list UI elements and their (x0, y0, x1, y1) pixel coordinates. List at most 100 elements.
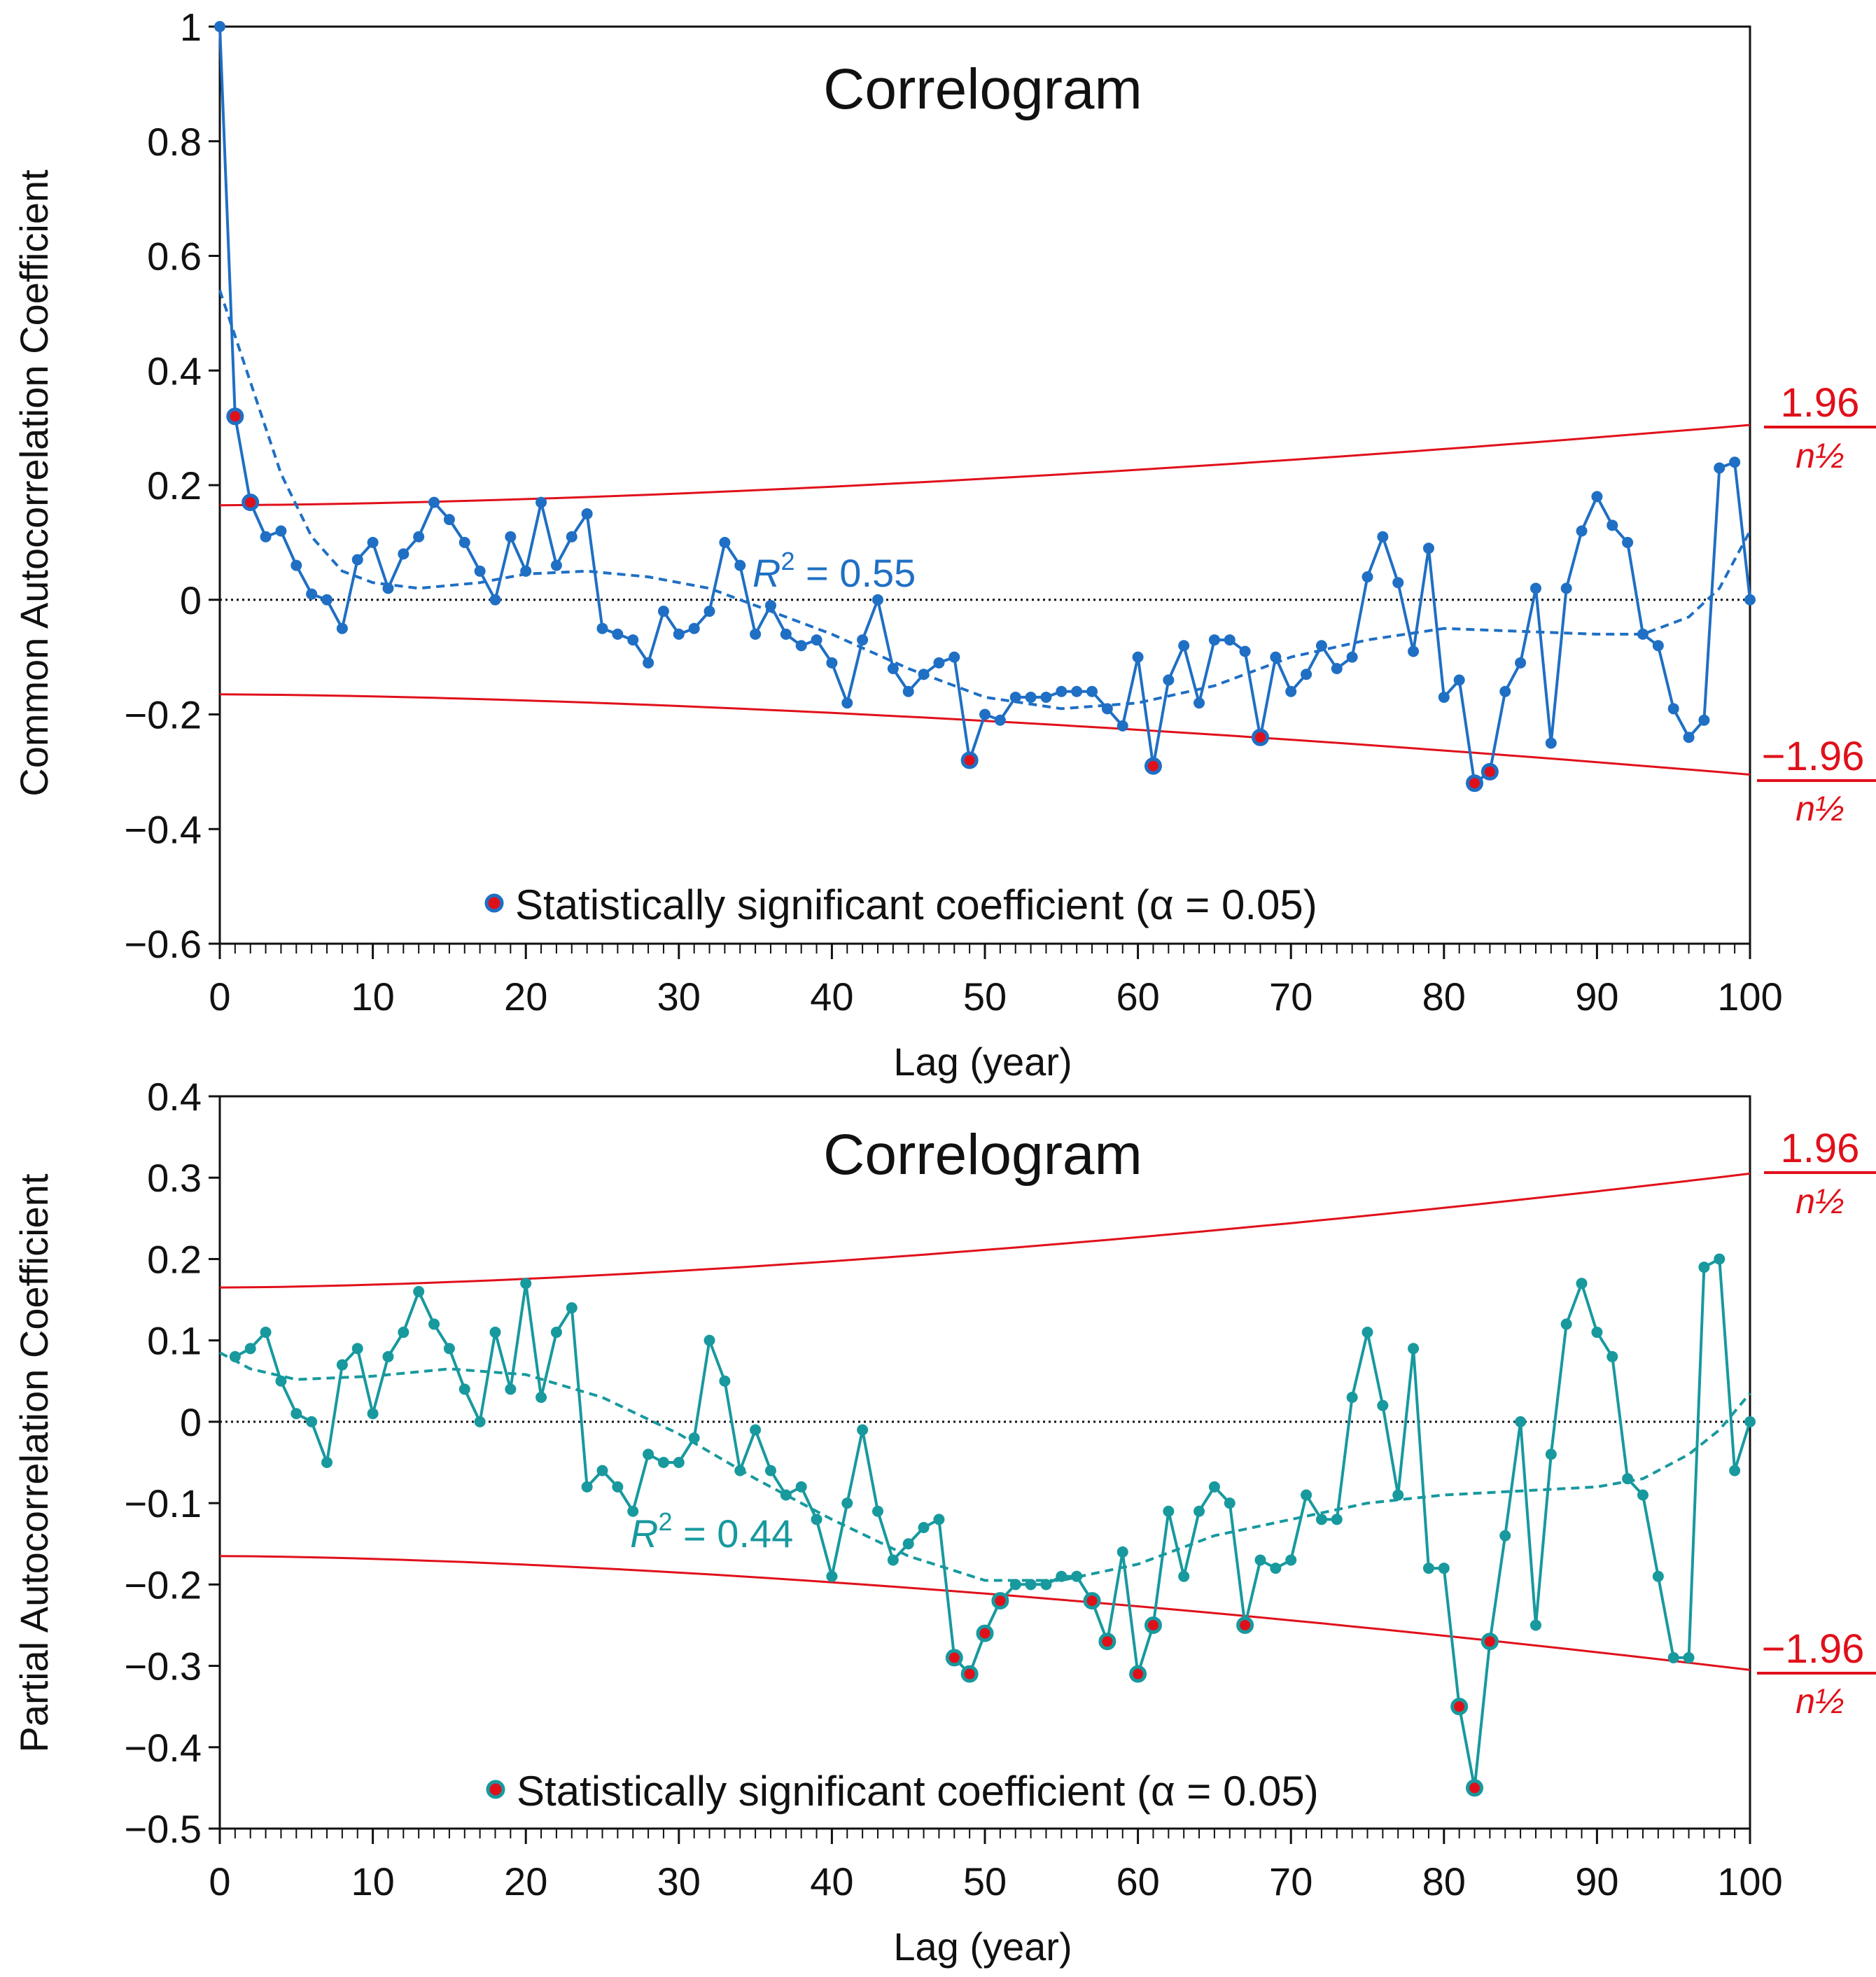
bottom-chart-data-point (1622, 1473, 1634, 1485)
top-chart-data-point (1315, 640, 1327, 652)
top-chart-data-point (1377, 531, 1389, 543)
top-chart-data-point (1729, 456, 1741, 468)
bottom-chart-data-point (612, 1481, 624, 1493)
bottom-chart-y-tick-label: −0.2 (124, 1563, 202, 1607)
bottom-chart-x-tick-label: 30 (657, 1859, 701, 1903)
bottom-chart-data-point (1362, 1327, 1373, 1339)
top-chart-data-point (948, 651, 960, 663)
bottom-chart-significant-point (1129, 1665, 1147, 1683)
top-chart-data-point (1362, 571, 1373, 582)
bottom-chart-data-point (1652, 1570, 1664, 1582)
top-chart-data-point (811, 634, 822, 646)
bottom-chart-data-point (734, 1465, 746, 1476)
bottom-chart-data-point (1194, 1505, 1205, 1517)
bottom-chart-y-tick-label: 0.1 (147, 1319, 202, 1363)
top-chart-data-point (275, 525, 287, 537)
top-chart-data-point (994, 714, 1006, 726)
top-chart-data-point (612, 628, 624, 640)
bottom-chart: 0.40.30.20.10−0.1−0.2−0.3−0.4−0.50 10 20 30… (12, 1075, 1876, 1969)
top-chart-data-point (581, 508, 593, 519)
bottom-chart-data-point (1438, 1563, 1450, 1574)
top-chart-data-point (688, 622, 700, 634)
top-chart-legend-text: Statistically significant coefficient (α… (515, 881, 1317, 928)
top-chart-data-point (657, 606, 669, 617)
top-chart-r2-symbol: R (752, 551, 780, 595)
top-chart-data-point (1744, 594, 1756, 606)
bottom-chart-data-point (321, 1457, 333, 1468)
top-chart-data-point (443, 514, 455, 526)
bottom-chart-data-point (1744, 1416, 1756, 1427)
top-chart-data-point (1545, 737, 1557, 749)
top-chart-x-tick-label: 30 (657, 974, 701, 1019)
bottom-chart-data-point (1667, 1651, 1679, 1663)
top-chart-data-point (1239, 645, 1251, 657)
top-chart-data-point (1515, 657, 1527, 669)
bottom-chart-data-point (1377, 1399, 1389, 1411)
bottom-chart-trend-line (219, 1351, 1751, 1582)
bottom-chart-data-point (1591, 1327, 1603, 1339)
top-chart-data-point (704, 606, 715, 617)
top-chart-r2-superscript: 2 (780, 547, 794, 575)
bottom-chart-r2-superscript: 2 (658, 1507, 672, 1536)
top-chart-data-point (290, 559, 302, 571)
bottom-chart-y-tick-label: −0.5 (124, 1807, 202, 1851)
top-chart-lower-bound-numerator: −1.96 (1762, 734, 1865, 779)
bottom-chart-x-tick-label: 100 (1717, 1859, 1782, 1903)
svg-text:R2 = 0.55: R2 = 0.55 (752, 547, 916, 595)
top-chart-upper-bound-numerator: 1.96 (1781, 380, 1860, 426)
bottom-chart-data-point (351, 1343, 363, 1355)
bottom-chart-x-tick-label: 70 (1269, 1859, 1312, 1903)
bottom-chart-x-axis-title: Lag (year) (893, 1924, 1072, 1969)
bottom-chart-title: Correlogram (823, 1123, 1142, 1187)
top-chart-data-point (887, 663, 899, 674)
top-chart-data-point (428, 496, 440, 508)
top-chart-y-tick-label: −0.2 (124, 693, 202, 737)
bottom-chart-legend: Statistically significant coefficient (α… (486, 1768, 1319, 1815)
bottom-chart-r2-symbol: R (630, 1511, 658, 1556)
top-chart-x-tick-label: 40 (810, 974, 853, 1019)
bottom-chart-x-tick-label: 80 (1422, 1859, 1466, 1903)
bottom-chart-data-point (1576, 1278, 1588, 1290)
bottom-chart-data-point (382, 1350, 394, 1362)
top-chart-y-tick-label: 0.4 (147, 349, 202, 393)
bottom-chart-data-point (1560, 1318, 1572, 1330)
bottom-chart-data-point (1178, 1570, 1190, 1582)
top-chart-data-point (780, 628, 792, 640)
top-chart: 10.80.60.40.20−0.2−0.4−0.60 10 20 30 40 50 60 7… (12, 5, 1876, 1084)
top-chart-data-point (979, 708, 990, 720)
top-chart-data-point (1637, 628, 1648, 640)
top-chart-data-point (1224, 634, 1236, 646)
top-chart-data-point (1422, 543, 1434, 554)
top-chart-data-point (1499, 685, 1511, 697)
top-chart-data-point (1606, 519, 1618, 531)
top-chart-data-point (1116, 720, 1128, 732)
bottom-chart-y-axis-title: Partial Autocorrelation Coefficient (12, 1173, 56, 1752)
bottom-chart-significant-point (945, 1649, 963, 1667)
top-chart-data-point (351, 554, 363, 566)
top-chart-data-point (1408, 645, 1420, 657)
bottom-chart-y-tick-label: −0.3 (124, 1644, 202, 1689)
bottom-chart-data-point (458, 1383, 470, 1395)
top-chart-data-point (321, 594, 333, 606)
bottom-chart-data-point (489, 1327, 501, 1339)
bottom-chart-data-point (780, 1489, 792, 1501)
top-chart-data-point (1301, 669, 1312, 680)
top-chart-data-point (1346, 651, 1358, 663)
top-chart-data-point (1438, 691, 1450, 703)
top-chart-r-squared: R2 = 0.55 (752, 547, 916, 595)
top-chart-data-point (505, 531, 517, 543)
bottom-chart-y-tick-label: 0 (180, 1400, 202, 1444)
top-chart-data-point (1530, 582, 1541, 594)
top-chart-x-axis-title: Lag (year) (893, 1040, 1072, 1084)
top-chart-data-point (382, 582, 394, 594)
bottom-chart-data-point (1683, 1651, 1695, 1663)
top-chart-title: Correlogram (823, 57, 1142, 121)
bottom-chart-data-point (627, 1505, 639, 1517)
bottom-chart-x-tick-label: 60 (1116, 1859, 1159, 1903)
bottom-chart-data-point (1056, 1570, 1068, 1582)
bottom-chart-data-point (1698, 1262, 1710, 1273)
top-chart-data-point (474, 565, 486, 577)
bottom-chart-data-point (673, 1457, 685, 1468)
bottom-chart-y-tick-label: −0.4 (124, 1726, 202, 1770)
top-chart-data-point (1285, 685, 1297, 697)
